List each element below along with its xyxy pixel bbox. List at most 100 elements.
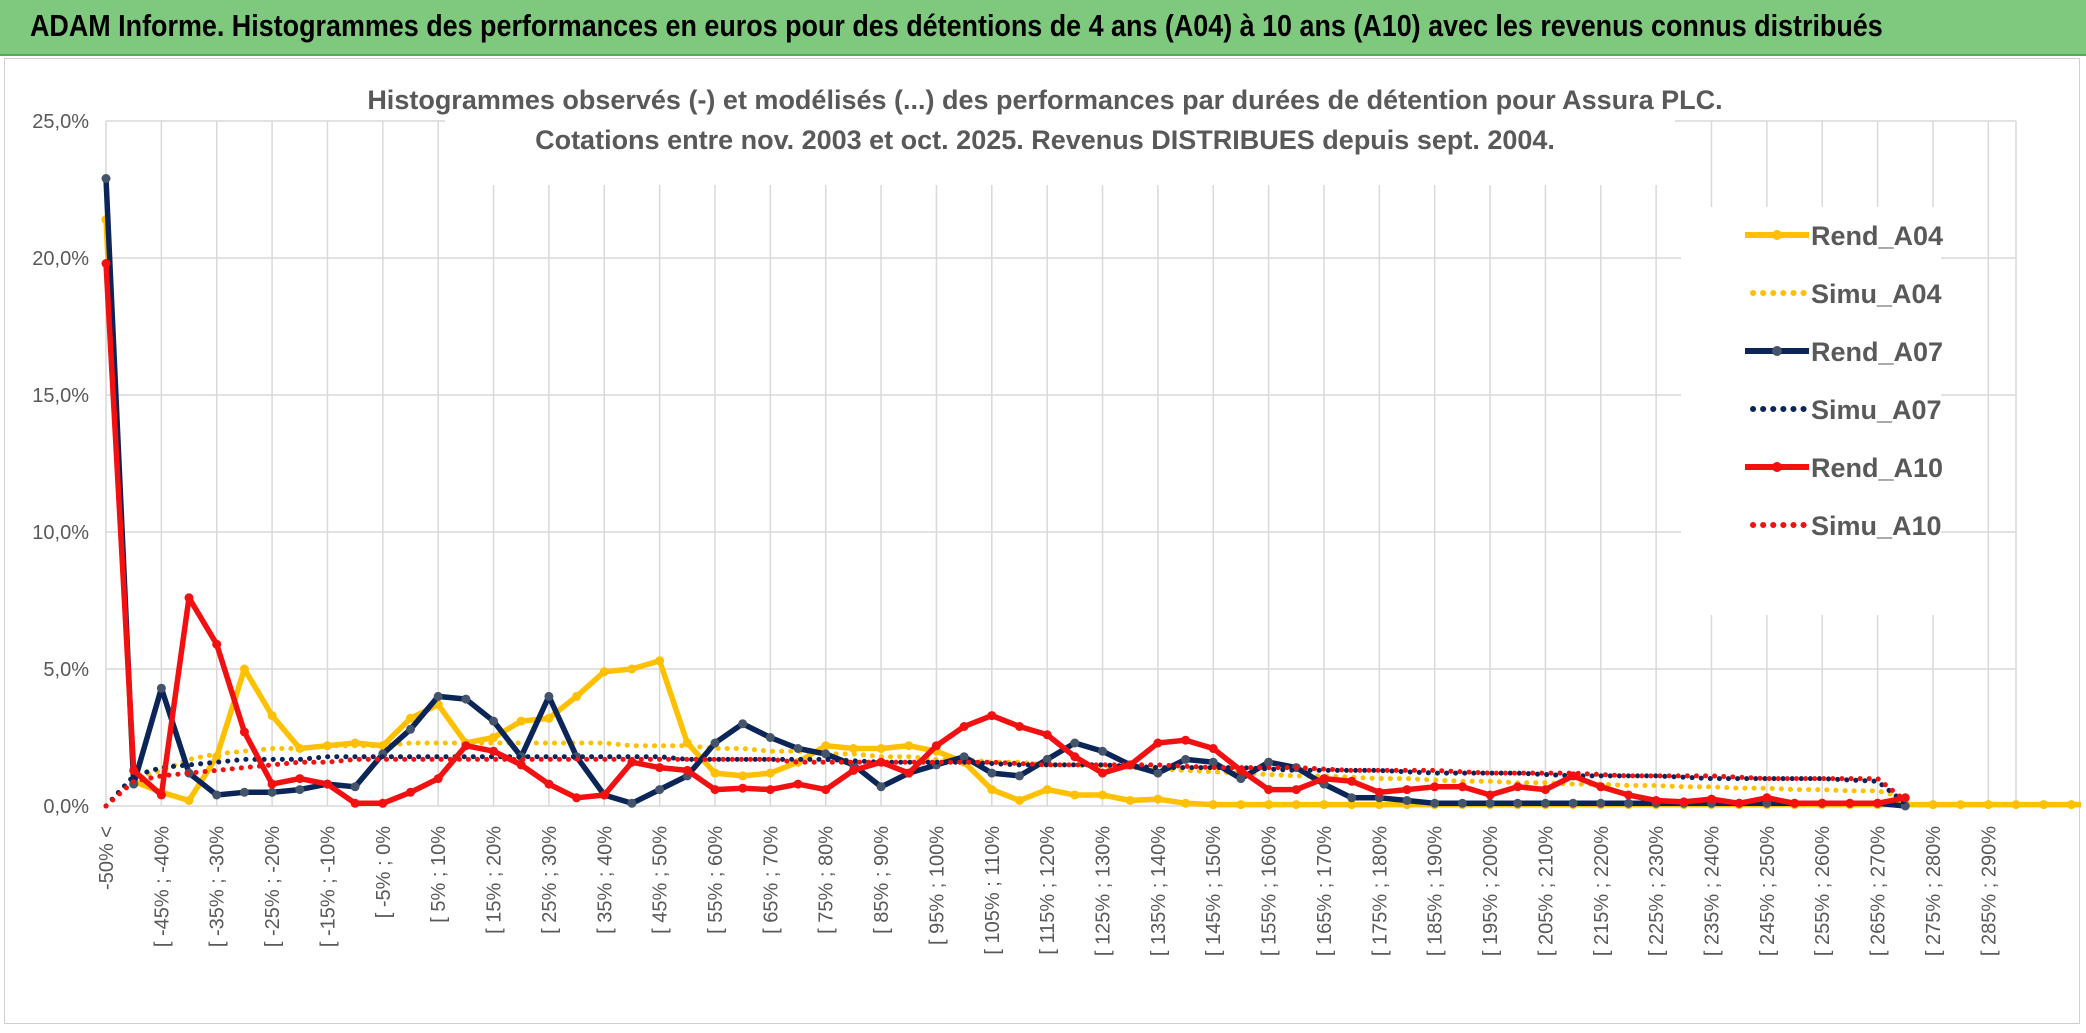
data-point bbox=[1845, 798, 1855, 808]
data-point bbox=[821, 785, 831, 795]
legend-item-simu-a10: Simu_A10 bbox=[1750, 511, 1942, 541]
data-point bbox=[2066, 800, 2076, 810]
line-chart: 0,0% 5,0% 10,0% 15,0% 20,0% 25,0% -50% < [ -45… bbox=[32, 79, 2081, 956]
data-point bbox=[2039, 800, 2049, 810]
legend-label: Rend_A10 bbox=[1811, 453, 1943, 483]
data-point bbox=[1374, 787, 1384, 797]
data-point bbox=[1707, 794, 1716, 804]
legend-marker bbox=[1772, 230, 1782, 240]
data-point bbox=[350, 798, 360, 808]
data-point bbox=[1568, 798, 1578, 808]
data-point bbox=[1015, 771, 1024, 781]
legend-background bbox=[1681, 207, 1941, 615]
x-tick-label: -50% < bbox=[96, 826, 118, 890]
series-line bbox=[103, 178, 1906, 809]
data-point bbox=[821, 741, 831, 751]
data-point bbox=[1181, 798, 1191, 808]
data-point bbox=[101, 259, 111, 268]
data-point bbox=[1208, 800, 1218, 810]
legend-label: Simu_A07 bbox=[1811, 395, 1942, 425]
x-tick-label: [ 15% ; 20% bbox=[484, 826, 506, 934]
x-tick-label: [ -5% ; 0% bbox=[373, 826, 395, 918]
data-point bbox=[904, 768, 914, 778]
data-point bbox=[682, 765, 692, 775]
x-tick-label: [ -15% ; -10% bbox=[317, 826, 339, 947]
legend-marker bbox=[1772, 462, 1782, 472]
series-group bbox=[101, 174, 2081, 811]
data-point bbox=[793, 744, 803, 753]
data-point bbox=[599, 667, 609, 677]
data-point bbox=[572, 793, 582, 803]
legend-item-rend-a07: Rend_A07 bbox=[1745, 337, 1943, 367]
data-point bbox=[1817, 798, 1827, 808]
series-simu-a10 bbox=[103, 756, 1908, 809]
data-point bbox=[765, 733, 775, 742]
data-point bbox=[406, 713, 415, 723]
data-point bbox=[239, 664, 249, 674]
data-point bbox=[1540, 798, 1550, 808]
data-point bbox=[710, 738, 720, 748]
series-line bbox=[103, 756, 1908, 809]
legend-label: Simu_A04 bbox=[1811, 279, 1942, 309]
x-tick-label: [ 275% ; 280% bbox=[1923, 826, 1945, 956]
data-point bbox=[627, 798, 637, 808]
grid bbox=[105, 120, 2017, 807]
data-point bbox=[765, 768, 775, 778]
x-tick-label: [ 115% ; 120% bbox=[1037, 826, 1059, 955]
x-tick-label: [ 75% ; 80% bbox=[816, 826, 838, 934]
data-point bbox=[1430, 798, 1440, 808]
data-point bbox=[544, 713, 554, 723]
x-tick-label: [ -45% ; -40% bbox=[151, 826, 173, 947]
data-point bbox=[1208, 757, 1218, 767]
data-point bbox=[184, 796, 194, 805]
data-point bbox=[655, 785, 665, 795]
data-point bbox=[1236, 774, 1246, 784]
data-point bbox=[1042, 785, 1052, 795]
chart-title: Histogrammes observés (-) et modélisés (… bbox=[367, 85, 1722, 115]
data-point bbox=[544, 691, 554, 701]
data-point bbox=[516, 716, 526, 726]
legend: Rend_A04 Simu_A04 Rend_A07 Simu_A07 Rend_A10… bbox=[1745, 221, 1943, 541]
data-point bbox=[1181, 735, 1191, 745]
data-point bbox=[1347, 793, 1357, 803]
data-point bbox=[1070, 738, 1080, 748]
data-point bbox=[1264, 785, 1274, 795]
data-point bbox=[1042, 730, 1052, 740]
data-point bbox=[738, 783, 748, 793]
x-tick-label: [ -25% ; -20% bbox=[262, 826, 284, 947]
data-point bbox=[433, 691, 443, 701]
data-point bbox=[295, 785, 305, 795]
data-point bbox=[821, 749, 831, 759]
data-point bbox=[1153, 738, 1163, 748]
data-point bbox=[987, 711, 997, 721]
x-tick-label: [ 135% ; 140% bbox=[1148, 826, 1170, 956]
x-tick-label: [ 255% ; 260% bbox=[1812, 826, 1834, 956]
banner-title: ADAM Informe. Histogrammes des performan… bbox=[30, 8, 1883, 43]
data-point bbox=[239, 727, 249, 737]
data-point bbox=[406, 724, 415, 734]
x-tick-label: [ 65% ; 70% bbox=[760, 826, 782, 934]
data-point bbox=[322, 779, 332, 789]
y-tick-label: 15,0% bbox=[32, 385, 89, 407]
data-point bbox=[655, 656, 665, 666]
data-point bbox=[655, 763, 665, 773]
data-point bbox=[101, 174, 111, 183]
x-tick-label: [ 245% ; 250% bbox=[1757, 826, 1779, 956]
title-banner: ADAM Informe. Histogrammes des performan… bbox=[0, 0, 2086, 56]
y-tick-label: 25,0% bbox=[32, 111, 89, 133]
x-tick-label: [ 185% ; 190% bbox=[1425, 826, 1447, 956]
data-point bbox=[212, 790, 222, 800]
data-point bbox=[1236, 800, 1246, 810]
data-point bbox=[2011, 800, 2021, 810]
data-point bbox=[1070, 752, 1080, 762]
data-point bbox=[489, 733, 498, 742]
data-point bbox=[1153, 768, 1163, 778]
legend-item-rend-a04: Rend_A04 bbox=[1745, 221, 1943, 251]
data-point bbox=[1596, 782, 1606, 792]
y-tick-label: 10,0% bbox=[32, 522, 89, 544]
data-point bbox=[1319, 774, 1329, 784]
data-point bbox=[1762, 793, 1772, 803]
series-rend-a07 bbox=[101, 174, 1910, 811]
data-point bbox=[959, 722, 969, 731]
data-point bbox=[1291, 785, 1301, 795]
